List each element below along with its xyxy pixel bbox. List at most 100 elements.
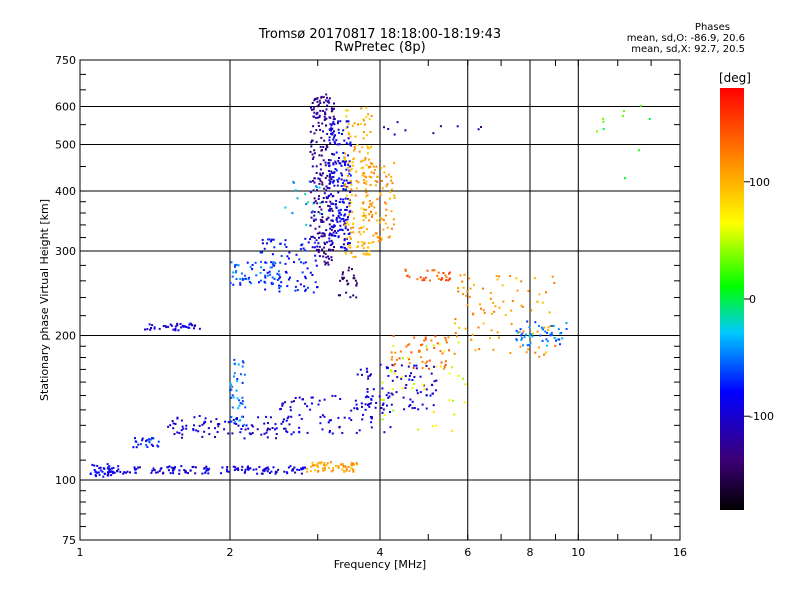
data-point bbox=[230, 416, 233, 419]
data-point bbox=[258, 281, 260, 284]
data-point bbox=[353, 146, 356, 149]
data-point bbox=[370, 162, 373, 165]
data-point bbox=[366, 194, 369, 197]
data-point bbox=[119, 470, 122, 473]
data-point bbox=[349, 165, 352, 168]
data-point bbox=[370, 373, 372, 376]
data-point bbox=[174, 423, 177, 425]
colorbar-tick-label: 100 bbox=[749, 176, 770, 189]
data-point bbox=[335, 199, 338, 202]
data-point bbox=[270, 240, 272, 243]
data-point bbox=[353, 149, 356, 152]
data-point bbox=[544, 351, 547, 354]
data-point bbox=[270, 470, 273, 473]
data-point bbox=[417, 408, 420, 411]
data-point bbox=[370, 426, 373, 429]
data-point bbox=[477, 128, 480, 131]
data-point bbox=[339, 294, 341, 297]
data-point bbox=[352, 294, 355, 297]
data-point bbox=[323, 241, 326, 244]
data-point bbox=[439, 125, 442, 128]
data-point bbox=[251, 264, 254, 266]
data-point bbox=[424, 338, 427, 341]
data-point bbox=[141, 439, 144, 442]
data-point bbox=[422, 383, 425, 386]
data-point bbox=[331, 180, 334, 183]
data-point bbox=[330, 127, 333, 130]
data-point bbox=[216, 431, 219, 433]
x-tick-label: 1 bbox=[77, 546, 84, 559]
data-point bbox=[347, 245, 350, 248]
x-axis-label: Frequency [MHz] bbox=[334, 558, 426, 571]
data-point bbox=[354, 279, 357, 282]
data-point bbox=[370, 417, 373, 420]
data-point bbox=[480, 126, 482, 128]
data-point bbox=[369, 374, 371, 377]
data-point bbox=[315, 129, 318, 132]
data-point bbox=[424, 336, 427, 339]
data-point bbox=[349, 169, 352, 172]
data-point bbox=[179, 323, 182, 325]
data-point bbox=[329, 123, 332, 126]
data-point bbox=[345, 468, 348, 470]
data-point bbox=[331, 132, 334, 134]
data-point bbox=[278, 290, 281, 293]
data-point bbox=[490, 329, 493, 332]
data-point bbox=[390, 175, 393, 178]
data-point bbox=[545, 291, 547, 294]
data-point bbox=[268, 238, 271, 241]
data-point bbox=[340, 213, 343, 216]
data-point bbox=[384, 214, 387, 217]
data-point bbox=[314, 259, 317, 262]
data-point bbox=[351, 211, 354, 214]
data-point bbox=[310, 141, 313, 144]
data-point bbox=[440, 361, 443, 364]
data-point bbox=[315, 113, 318, 116]
data-point bbox=[421, 403, 424, 406]
data-point bbox=[443, 365, 446, 368]
data-point bbox=[314, 464, 317, 467]
data-point bbox=[333, 153, 336, 156]
data-point bbox=[111, 467, 113, 470]
data-point bbox=[340, 246, 343, 249]
data-point bbox=[364, 214, 367, 217]
data-point bbox=[515, 339, 518, 342]
data-point bbox=[550, 331, 553, 334]
data-point bbox=[329, 429, 331, 432]
data-point bbox=[352, 256, 355, 258]
data-point bbox=[326, 96, 328, 99]
data-point bbox=[341, 174, 343, 177]
data-point bbox=[344, 249, 346, 252]
data-point bbox=[319, 218, 322, 221]
data-point bbox=[229, 282, 232, 284]
data-point bbox=[509, 352, 512, 354]
data-point bbox=[168, 465, 171, 468]
data-point bbox=[536, 330, 539, 333]
data-point bbox=[287, 415, 290, 418]
data-point bbox=[466, 290, 469, 293]
data-point bbox=[340, 463, 343, 466]
data-point bbox=[342, 129, 345, 132]
data-point bbox=[501, 284, 504, 287]
data-point bbox=[247, 427, 250, 430]
data-point bbox=[509, 275, 512, 278]
data-point bbox=[323, 187, 326, 190]
data-point bbox=[333, 246, 335, 248]
data-point bbox=[286, 431, 289, 434]
data-point bbox=[366, 395, 368, 398]
data-point bbox=[365, 183, 368, 185]
data-point bbox=[360, 240, 363, 243]
data-point bbox=[344, 156, 346, 159]
data-point bbox=[326, 104, 329, 107]
data-point bbox=[215, 418, 218, 421]
data-point bbox=[321, 181, 324, 184]
data-point bbox=[464, 327, 467, 330]
data-point bbox=[286, 255, 289, 258]
data-point bbox=[328, 173, 331, 176]
data-point bbox=[193, 424, 195, 427]
data-point bbox=[330, 259, 333, 262]
data-point bbox=[302, 466, 305, 469]
data-point bbox=[274, 428, 276, 431]
data-point bbox=[364, 158, 367, 161]
data-point bbox=[315, 264, 318, 267]
